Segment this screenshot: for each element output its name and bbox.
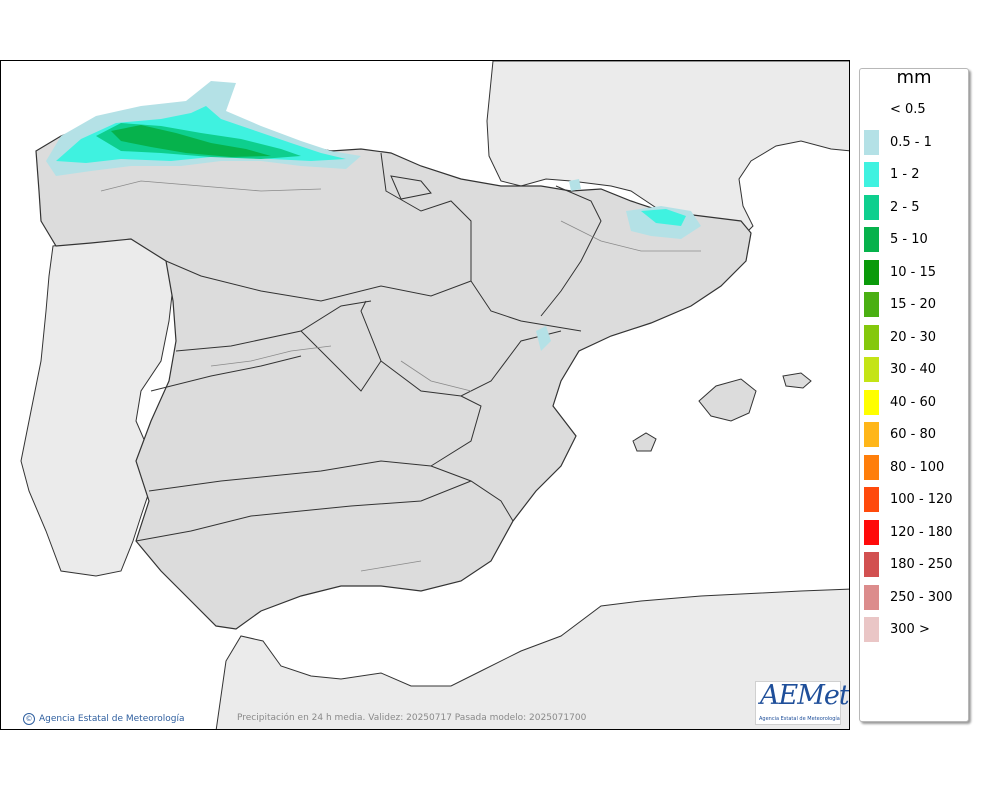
legend-label: 5 - 10 [890,232,928,247]
legend-item: 20 - 30 [864,324,937,350]
legend-label: 0.5 - 1 [890,134,932,150]
legend-swatch [864,584,879,610]
legend-label: 80 - 100 [890,459,945,475]
legend-swatch [864,519,879,545]
legend: mm < 0.5 0.5 - 1 1 - 2 2 - 5 5 - 10 10 - 15 15… [859,67,969,722]
legend-item: 100 - 120 [864,487,953,512]
logo-subtitle: Agencia Estatal de Meteorología [759,716,840,722]
legend-swatch [864,454,879,480]
legend-label: 180 - 250 [890,557,953,572]
regional-borders [135,152,602,542]
mallorca-island [698,378,757,422]
legend-item: < 0.5 [864,97,926,122]
legend-swatch [864,194,879,220]
legend-item: 180 - 250 [864,552,953,577]
legend-swatch [864,357,879,382]
legend-item: 10 - 15 [864,259,937,285]
spain-landmass [35,115,752,630]
legend-label: 300 > [890,622,930,637]
legend-swatch [864,324,879,350]
menorca-island [782,372,812,389]
precip-0.5-1-teruel [536,326,551,351]
legend-swatch [864,129,879,155]
legend-swatch [864,617,879,642]
precip-5-10-cantabria [111,125,271,157]
legend-label: 30 - 40 [890,362,937,377]
legend-label: 10 - 15 [890,264,937,280]
legend-label: 2 - 5 [890,199,920,215]
legend-swatch [864,97,879,122]
legend-label: 15 - 20 [890,297,937,312]
precipitation-areas [46,81,701,351]
aemet-logo: AEMet Agencia Estatal de Meteorología [755,680,849,725]
legend-swatch [864,422,879,447]
legend-swatch [864,259,879,285]
legend-label: 120 - 180 [890,524,953,540]
legend-item: 2 - 5 [864,194,920,220]
map-panel: © Agencia Estatal de Meteorología Precip… [0,60,850,730]
legend-item: 5 - 10 [864,227,928,252]
map-caption: Precipitación en 24 h media. Validez: 20… [237,713,587,723]
legend-swatch [864,487,879,512]
precip-1-2-pyrenees [641,209,686,226]
ibiza-island [632,432,657,452]
legend-item: 300 > [864,617,930,642]
relief-ridges [100,180,701,572]
legend-item: 60 - 80 [864,422,936,447]
africa-landmass [215,588,849,729]
legend-label: < 0.5 [890,102,926,117]
legend-swatch [864,227,879,252]
precipitation-map [1,61,849,729]
legend-item: 30 - 40 [864,357,936,382]
legend-label: 60 - 80 [890,427,937,442]
legend-item: 40 - 60 [864,389,937,415]
copyright-icon: © [23,713,35,725]
credit-text: Agencia Estatal de Meteorología [39,714,185,724]
legend-swatch [864,389,879,415]
legend-item: 15 - 20 [864,292,936,317]
legend-label: 1 - 2 [890,167,920,182]
legend-item: 0.5 - 1 [864,129,932,155]
legend-item: 250 - 300 [864,584,953,610]
logo-wordmark: AEMet [760,680,849,711]
legend-item: 80 - 100 [864,454,945,480]
legend-swatch [864,552,879,577]
legend-title: mm [896,67,932,88]
credit-line: © Agencia Estatal de Meteorología [23,713,185,725]
legend-swatch [864,162,879,187]
legend-label: 250 - 300 [890,589,953,605]
legend-label: 20 - 30 [890,329,937,345]
legend-label: 100 - 120 [890,492,953,507]
legend-item: 1 - 2 [864,162,920,187]
legend-item: 120 - 180 [864,519,953,545]
legend-label: 40 - 60 [890,394,937,410]
precip-0.5-1-navarra [569,179,581,191]
legend-swatch [864,292,879,317]
